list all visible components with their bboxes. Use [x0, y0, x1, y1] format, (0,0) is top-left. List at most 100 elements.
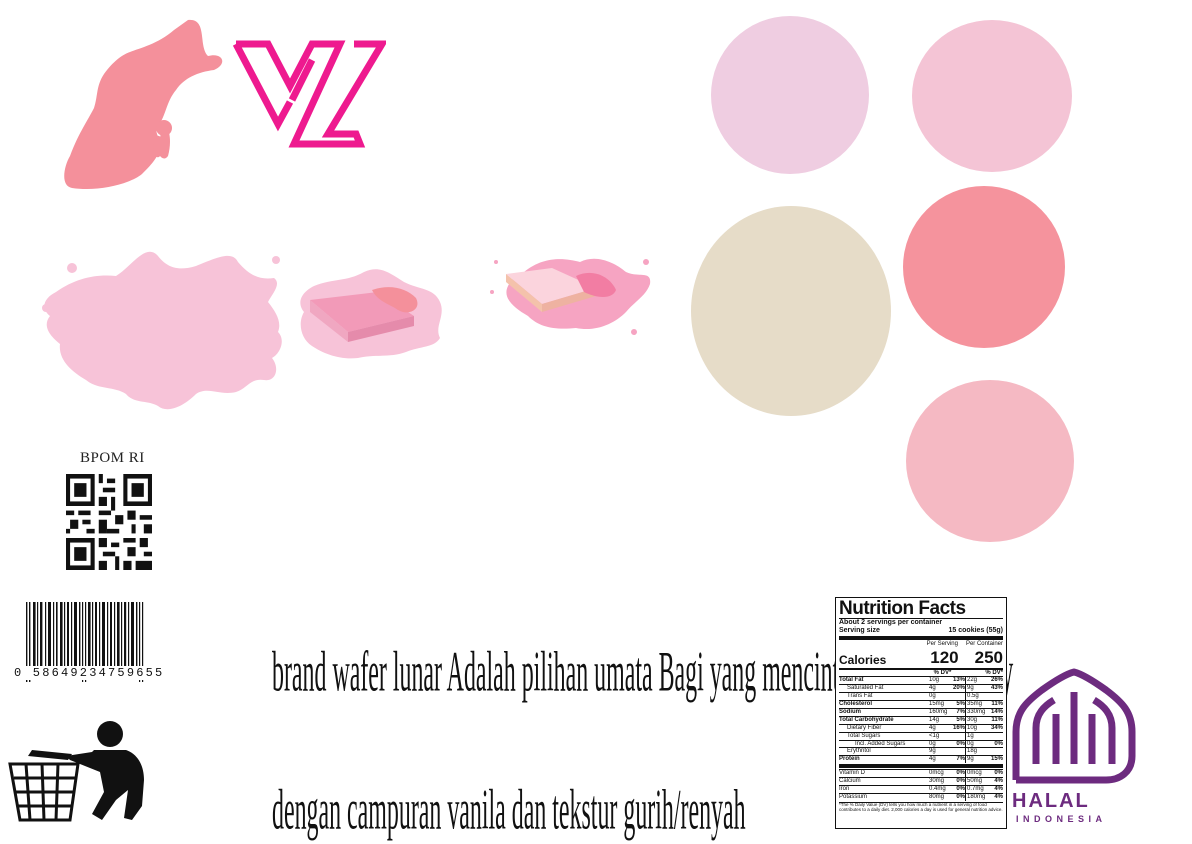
nutrient-row: Dietary Fiber 4g 16% 10g 34%	[839, 723, 1003, 732]
nutrient-value: <1g	[929, 732, 940, 739]
color-swatch-3	[691, 206, 891, 416]
nutrient-value: 30g	[965, 716, 989, 724]
nutrient-value	[951, 733, 965, 740]
nutrient-value	[951, 748, 965, 755]
nutrition-title: Nutrition Facts	[839, 600, 966, 618]
vitamin-value: 0mcg	[929, 770, 944, 777]
nutrient-value: 0g	[929, 740, 936, 747]
vitamin-value: 0%	[956, 778, 965, 785]
color-swatch-1	[711, 16, 869, 174]
nutrient-row: Sodium 160mg 7% 330mg 14%	[839, 707, 1003, 716]
nutrient-value: 22g	[965, 677, 989, 685]
nutrient-row: Total Carbohydrate 14g 5% 30g 11%	[839, 715, 1003, 724]
vitamin-value: 0.7mg	[965, 786, 989, 793]
nutrient-name: Total Sugars	[847, 732, 881, 739]
calories-per-container: 250	[974, 647, 1003, 667]
dv-header-serving: % DV*	[933, 669, 952, 676]
vitamin-value: 4%	[994, 793, 1003, 800]
nutrient-value: 43%	[990, 685, 1003, 692]
nutrient-name: Saturated Fat	[847, 685, 884, 692]
vitamin-rows: Vitamin D 0mcg 0% 0mcg 0% Calcium 30mg 0% 50mg 4%…	[839, 769, 1003, 801]
nutrient-name: Trans Fat	[847, 693, 873, 700]
nutrient-value: 1g	[965, 732, 989, 740]
nutrient-value: 11%	[991, 701, 1003, 708]
vitamin-value: 180mg	[965, 793, 989, 801]
nutrient-row: Incl. Added Sugars 0g 0% 0g 0%	[839, 739, 1003, 748]
nutrient-value: 0%	[994, 740, 1003, 747]
nutrient-value	[989, 693, 1003, 700]
wafer-splash-photo	[490, 258, 651, 335]
vitamin-row: Vitamin D 0mcg 0% 0mcg 0%	[839, 769, 1003, 778]
halal-logo-icon	[1012, 668, 1136, 784]
vitamin-value: 0.4mg	[929, 786, 946, 792]
nutrient-value: 4g	[929, 685, 936, 692]
per-serving-header: Per Serving	[926, 641, 958, 648]
vitamin-value: 0%	[994, 770, 1003, 777]
nutrient-value: 0g	[965, 740, 989, 748]
vitamin-row: Calcium 30mg 0% 50mg 4%	[839, 777, 1003, 785]
calories-label: Calories	[839, 652, 887, 667]
vitamin-name: Iron	[839, 786, 850, 792]
nutrient-name: Total Carbohydrate	[839, 716, 894, 723]
vitamin-row: Potassium 80mg 0% 180mg 4%	[839, 792, 1003, 801]
nutrition-facts-panel: Nutrition Facts About 2 servings per con…	[835, 597, 1007, 829]
barcode-icon	[26, 602, 144, 682]
nutrient-value	[989, 733, 1003, 740]
nutrient-value	[989, 748, 1003, 755]
nutrient-row: Cholesterol 15mg 5% 35mg 11%	[839, 700, 1003, 708]
servings-per-container: About 2 servings per container	[839, 619, 943, 626]
nutrient-name: Protein	[839, 756, 860, 763]
nutrient-value: 34%	[990, 724, 1003, 731]
nutrient-value: 11%	[991, 716, 1003, 723]
dispose-trash-icon	[8, 721, 144, 822]
halal-label: HALAL	[1012, 790, 1090, 812]
nutrient-row: Erythritol 9g 18g	[839, 747, 1003, 756]
vitamin-name: Calcium	[839, 778, 861, 785]
calories-per-serving: 120	[930, 647, 959, 667]
vitamin-value: 0%	[956, 786, 965, 792]
nutrient-name: Dietary Fiber	[847, 724, 882, 731]
bpom-label: BPOM RI	[80, 450, 145, 466]
nutrient-row: Total Fat 10g 13% 22g 26%	[839, 676, 1003, 685]
nutrient-name: Erythritol	[847, 748, 871, 755]
nutrition-footnote: *The % Daily Value (DV) tells you how mu…	[839, 801, 1003, 812]
tagline-line-2: dengan campuran vanila dan tekstur gurih…	[272, 778, 746, 842]
nutrient-value: 160mg	[929, 708, 948, 715]
nutrient-value: 4g	[929, 724, 936, 731]
barcode-number: 0 58649234759655	[14, 666, 165, 680]
nutrient-name: Total Fat	[839, 677, 864, 684]
nutrient-value: 330mg	[965, 708, 989, 716]
nutrient-value: 5%	[956, 716, 965, 723]
nutrient-row: Trans Fat 0g 0.5g	[839, 692, 1003, 701]
color-swatch-2	[912, 20, 1072, 172]
pink-paint-splash	[42, 251, 282, 410]
nutrient-value: 4g	[929, 756, 936, 763]
color-swatch-4	[903, 186, 1065, 348]
nutrient-value: 26%	[990, 677, 1003, 684]
nutrient-value: 18g	[965, 748, 989, 756]
vitamin-value: 0%	[956, 793, 965, 800]
nutrient-value: 0.5g	[965, 693, 989, 701]
nutrient-value: 5%	[956, 701, 965, 708]
vitamin-name: Vitamin D	[839, 770, 865, 777]
nutrient-value: 7%	[956, 708, 965, 715]
halal-sublabel: INDONESIA	[1016, 814, 1107, 824]
nutrient-value: 35mg	[965, 701, 989, 708]
nutrient-value: 0%	[956, 740, 965, 747]
nutrient-value: 10g	[965, 724, 989, 732]
nutrient-row: Total Sugars <1g 1g	[839, 731, 1003, 740]
vitamin-value: 50mg	[965, 778, 989, 785]
nutrient-value: 14%	[990, 708, 1003, 715]
vitamin-value: 4%	[994, 786, 1003, 792]
nutrient-name: Sodium	[839, 708, 861, 715]
serving-size-label: Serving size	[839, 627, 880, 635]
serving-size-value: 15 cookies (55g)	[948, 627, 1003, 635]
nutrient-row: Saturated Fat 4g 20% 9g 43%	[839, 684, 1003, 693]
brand-logo-icon	[232, 40, 386, 148]
vitamin-value: 0mcg	[965, 770, 989, 778]
nutrient-rows: Total Fat 10g 13% 22g 26% Saturated Fat 4g 20% 9…	[839, 676, 1003, 764]
qr-code-icon	[66, 474, 152, 570]
nutrient-value: 16%	[952, 724, 965, 731]
nutrient-value: 9g	[965, 685, 989, 693]
nutrient-value: 15mg	[929, 701, 945, 708]
